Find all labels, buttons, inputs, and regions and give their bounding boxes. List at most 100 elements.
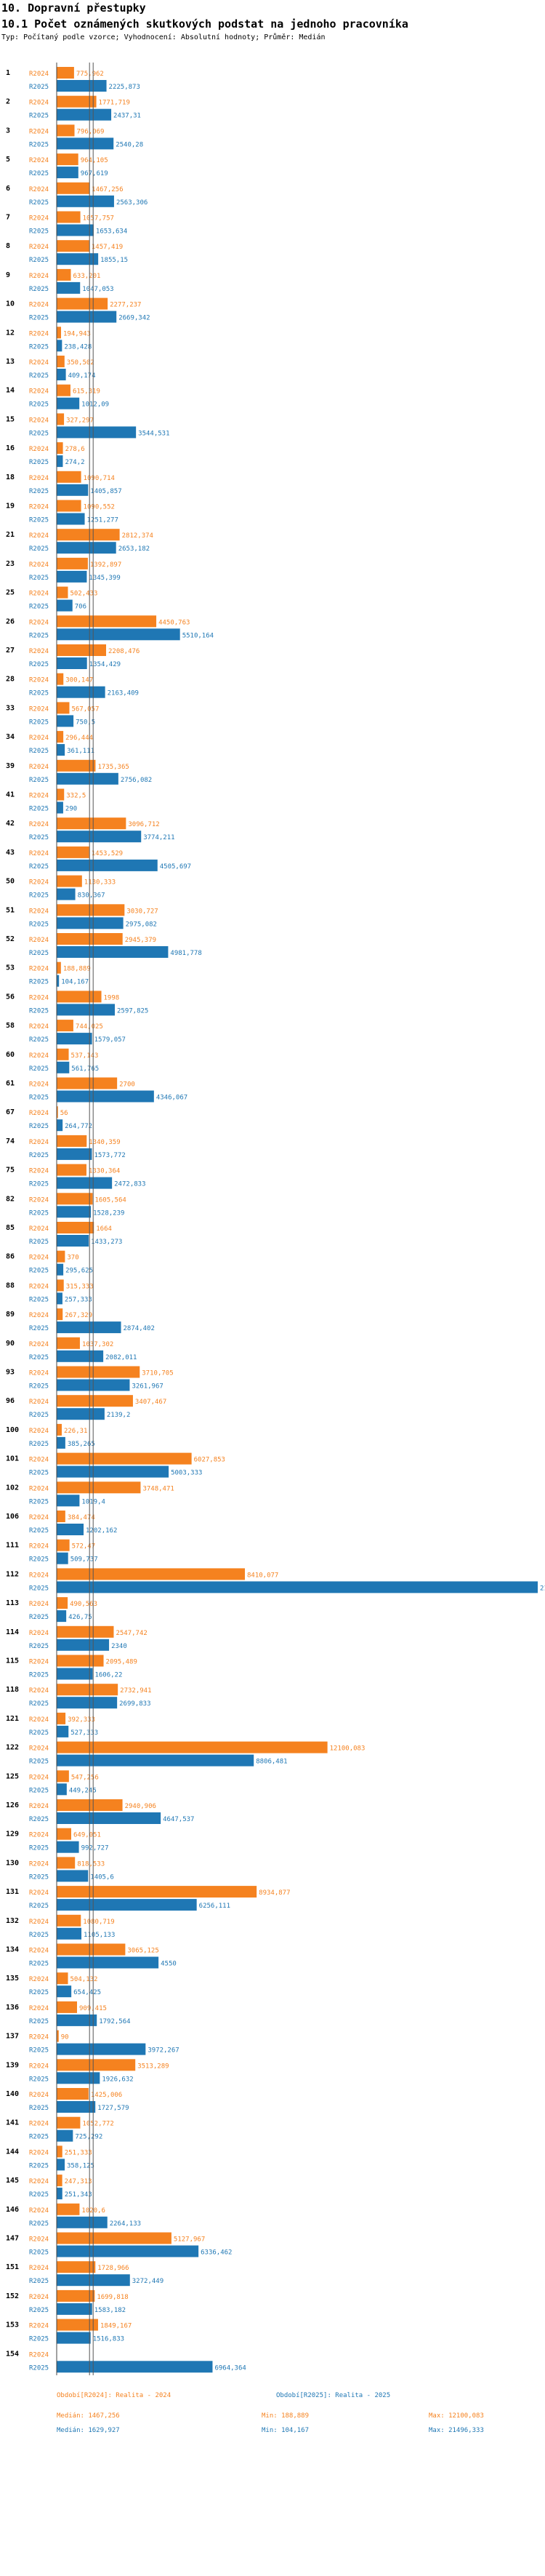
value-label-2024: 315,333 — [66, 1283, 94, 1290]
bar-2025 — [57, 2303, 92, 2315]
value-label-2024: 2547,742 — [116, 1630, 147, 1637]
bar-2024 — [57, 413, 65, 425]
value-label-2025: 1105,133 — [84, 1932, 115, 1939]
bar-2024 — [57, 1395, 133, 1407]
period-label-2024: R2024 — [29, 937, 49, 944]
district-label: 134 — [6, 1946, 19, 1954]
district-label: 136 — [6, 2004, 19, 2012]
bar-2025 — [57, 1263, 64, 1276]
value-label-2024: 2700 — [119, 1081, 135, 1089]
legend-2025: Období[R2025]: Realita - 2025 — [276, 2392, 390, 2399]
value-label-2024: 1037,302 — [82, 1341, 113, 1348]
district-label: 118 — [6, 1686, 19, 1694]
period-label-2025: R2025 — [29, 1095, 49, 1102]
district-label: 144 — [6, 2148, 19, 2156]
value-label-2024: 2732,941 — [120, 1687, 151, 1695]
value-label-2024: 267,329 — [65, 1312, 92, 1319]
period-label-2025: R2025 — [29, 459, 49, 466]
period-label-2025: R2025 — [29, 661, 49, 668]
legend-2024: Období[R2024]: Realita - 2024 — [57, 2392, 171, 2399]
district-label: 85 — [6, 1224, 15, 1232]
value-label-2025: 1047,053 — [82, 286, 113, 293]
value-label-2025: 3972,267 — [148, 2047, 179, 2055]
period-label-2025: R2025 — [29, 141, 49, 148]
district-label: 141 — [6, 2119, 19, 2127]
value-label-2025: 1653,634 — [96, 228, 127, 236]
value-label-2024: 2277,237 — [110, 302, 141, 309]
value-label-2025: 426,75 — [68, 1614, 92, 1621]
period-label-2025: R2025 — [29, 401, 49, 409]
period-label-2025: R2025 — [29, 1729, 49, 1737]
bar-2024 — [57, 529, 120, 541]
bar-2025 — [57, 397, 80, 409]
bar-2025 — [57, 1639, 110, 1651]
bar-2025 — [57, 1119, 63, 1132]
value-label-2024: 504,132 — [70, 1976, 98, 1983]
value-label-2024: 1457,419 — [92, 244, 123, 251]
period-label-2025: R2025 — [29, 1816, 49, 1823]
value-label-2025: 2225,873 — [109, 84, 140, 91]
bar-2025 — [57, 1148, 92, 1160]
value-label-2024: 1392,897 — [90, 561, 121, 569]
value-label-2024: 4450,763 — [158, 619, 190, 626]
bar-2024 — [57, 2203, 80, 2215]
value-label-2024: 1425,006 — [91, 2092, 122, 2099]
district-label: 10 — [6, 300, 15, 308]
period-label-2024: R2024 — [29, 1803, 49, 1810]
bar-2024 — [57, 1193, 93, 1205]
bar-2025 — [57, 1524, 84, 1535]
bar-2025 — [57, 1956, 159, 1969]
bar-2024 — [57, 875, 82, 887]
value-label-2025: 2563,306 — [116, 199, 148, 207]
period-label-2025: R2025 — [29, 2047, 49, 2055]
bar-2025 — [57, 599, 73, 612]
period-label-2024: R2024 — [29, 619, 49, 626]
district-label: 9 — [6, 271, 10, 279]
period-label-2024: R2024 — [29, 648, 49, 655]
value-label-2024: 3748,471 — [142, 1485, 174, 1492]
period-label-2025: R2025 — [29, 1787, 49, 1794]
value-label-2024: 3065,125 — [127, 1948, 158, 1955]
bar-2024 — [57, 1943, 126, 1956]
bar-2025 — [57, 1235, 89, 1247]
bar-2024 — [57, 1077, 118, 1089]
bar-2024 — [57, 759, 96, 772]
district-label: 52 — [6, 935, 15, 943]
period-label-2025: R2025 — [29, 1065, 49, 1073]
district-label: 102 — [6, 1484, 19, 1492]
period-label-2025: R2025 — [29, 2336, 49, 2343]
bar-2024 — [57, 500, 81, 512]
period-label-2025: R2025 — [29, 1441, 49, 1448]
value-label-2024: 537,143 — [71, 1052, 99, 1060]
district-label: 82 — [6, 1195, 15, 1203]
bar-2025 — [57, 1465, 169, 1478]
value-label-2024: 547,256 — [71, 1774, 99, 1781]
value-label-2025: 2340 — [111, 1643, 127, 1650]
bar-2024 — [57, 1655, 104, 1667]
period-label-2025: R2025 — [29, 2018, 49, 2025]
period-label-2024: R2024 — [29, 504, 49, 511]
value-label-2024: 12100,083 — [330, 1745, 366, 1753]
period-label-2024: R2024 — [29, 1139, 49, 1146]
period-label-2025: R2025 — [29, 1354, 49, 1361]
value-label-2025: 1573,772 — [94, 1152, 125, 1159]
bar-2024 — [57, 961, 61, 974]
period-label-2025: R2025 — [29, 1932, 49, 1939]
value-label-2024: 3407,467 — [135, 1399, 166, 1406]
bar-2024 — [57, 124, 75, 137]
bar-2025 — [57, 1581, 538, 1593]
period-label-2024: R2024 — [29, 2149, 49, 2156]
value-label-2025: 2699,833 — [119, 1700, 150, 1708]
value-label-2025: 1012,09 — [81, 401, 109, 409]
period-label-2025: R2025 — [29, 1700, 49, 1708]
bar-2025 — [57, 1812, 161, 1824]
bar-2024 — [57, 1164, 86, 1176]
period-label-2024: R2024 — [29, 2207, 49, 2215]
period-label-2024: R2024 — [29, 1255, 49, 1262]
district-label: 111 — [6, 1542, 19, 1550]
district-label: 42 — [6, 820, 15, 828]
value-label-2024: 649,051 — [73, 1832, 101, 1839]
district-label: 113 — [6, 1599, 19, 1607]
bar-2024 — [57, 1106, 58, 1119]
value-label-2024: 3710,705 — [142, 1370, 173, 1377]
